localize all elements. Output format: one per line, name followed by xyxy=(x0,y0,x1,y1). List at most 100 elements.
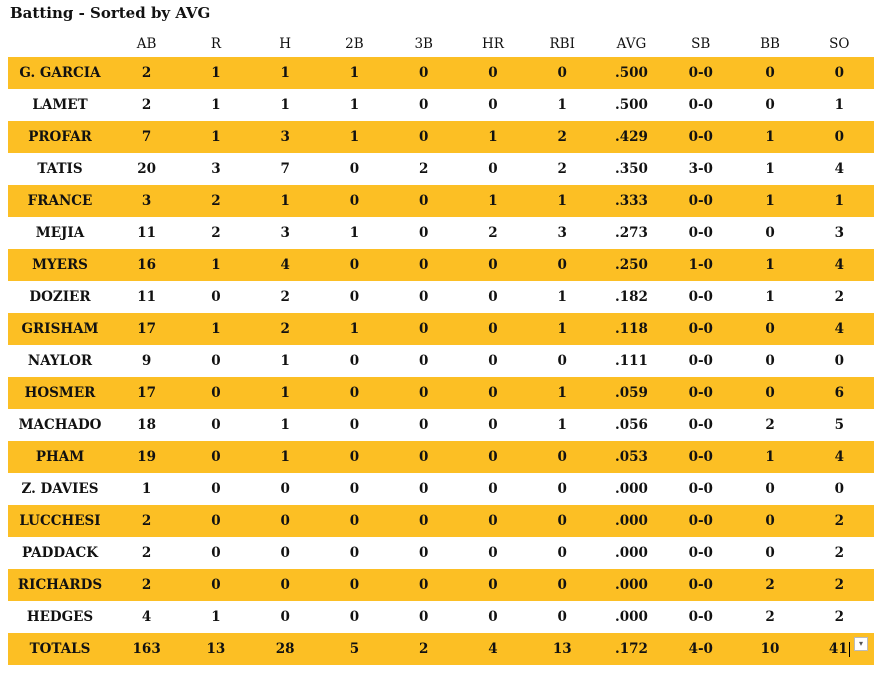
stat-value: 0 xyxy=(418,321,429,337)
stat-cell: .429 xyxy=(596,121,667,153)
stat-value: 2 xyxy=(557,129,567,145)
stat-value: 4 xyxy=(834,321,845,337)
column-header-3b[interactable]: 3B xyxy=(414,35,433,52)
column-header-2b[interactable]: 2B xyxy=(345,35,364,52)
stat-value: 4 xyxy=(280,257,290,273)
stat-value: 3 xyxy=(557,225,567,241)
stat-cell: 1 xyxy=(112,473,181,505)
stat-value: 0 xyxy=(349,417,360,433)
stat-cell: 0 xyxy=(805,473,874,505)
stat-value: 18 xyxy=(137,417,157,433)
stat-cell: 13 xyxy=(181,633,251,665)
column-header-r[interactable]: R xyxy=(210,35,221,52)
stat-cell: 0 xyxy=(181,281,250,313)
header-row: AB R H 2B 3B HR RBI AVG SB BB SO xyxy=(8,30,874,57)
stat-cell: 0 xyxy=(735,505,805,537)
stat-value: 0-0 xyxy=(688,353,713,369)
stat-cell: 2 xyxy=(805,537,874,569)
stat-cell: 4 xyxy=(112,601,181,633)
stat-value: 1 xyxy=(280,385,290,401)
table-row: Z. DAVIES 1 0 0 0 0 0 0 .000 0-0 0 0 xyxy=(8,473,874,505)
stat-cell: 2 xyxy=(112,89,181,121)
stat-value: 0 xyxy=(488,97,498,113)
stat-cell: 4 xyxy=(804,313,874,345)
stat-cell: 0 xyxy=(458,377,528,409)
player-name: PHAM xyxy=(35,449,85,465)
stat-value: .273 xyxy=(615,225,648,241)
column-header-so[interactable]: SO xyxy=(829,35,850,52)
stat-value: 0 xyxy=(418,417,429,433)
stat-cell: 0 xyxy=(181,569,251,601)
stat-cell: 0 xyxy=(528,345,597,377)
stat-value: 0-0 xyxy=(688,97,713,113)
stat-value: 20 xyxy=(137,161,157,177)
stat-value: 0 xyxy=(349,193,360,209)
stat-value: 0 xyxy=(418,193,429,209)
stat-value: 1 xyxy=(280,97,290,113)
stat-cell: 0 xyxy=(251,537,320,569)
stat-cell: 11 xyxy=(112,281,181,313)
player-name-cell: LUCCHESI xyxy=(8,505,112,537)
stat-cell: 2 xyxy=(735,409,804,441)
stat-value: 2 xyxy=(211,225,221,241)
stat-value: 0-0 xyxy=(688,449,713,465)
stat-cell: .000 xyxy=(597,537,666,569)
column-header-bb[interactable]: BB xyxy=(760,35,780,52)
stat-value: 2 xyxy=(141,513,152,529)
stat-value: 0-0 xyxy=(688,129,713,145)
stat-cell: 0 xyxy=(458,313,528,345)
stat-value: 5 xyxy=(834,417,845,433)
stat-value: .172 xyxy=(615,641,648,657)
stat-value: 0 xyxy=(349,577,360,593)
stat-value: 2 xyxy=(418,641,429,657)
stat-value: 0 xyxy=(834,353,845,369)
stat-value: 0 xyxy=(557,353,567,369)
stat-value: .000 xyxy=(615,609,648,625)
stat-value: 1 xyxy=(211,321,221,337)
column-header-rbi[interactable]: RBI xyxy=(549,35,575,52)
stat-cell: 0 xyxy=(389,505,459,537)
stat-value: 4 xyxy=(488,641,498,657)
stat-value: 1 xyxy=(349,65,360,81)
stat-value: 1 xyxy=(765,289,775,305)
stat-cell: 1 xyxy=(319,121,390,153)
column-header-sb[interactable]: SB xyxy=(691,35,711,52)
stat-cell: 0 xyxy=(251,473,320,505)
stat-cell: 4 xyxy=(804,249,874,281)
stat-cell: 0 xyxy=(389,569,459,601)
stat-value: 1 xyxy=(211,129,221,145)
stat-cell: 0-0 xyxy=(666,569,736,601)
stat-value: .056 xyxy=(615,417,648,433)
column-header-hr[interactable]: HR xyxy=(481,35,504,52)
stat-value: 17 xyxy=(137,385,157,401)
column-header-avg[interactable]: AVG xyxy=(616,35,647,52)
stat-value: 4 xyxy=(834,161,845,177)
stat-value: 0 xyxy=(211,513,221,529)
stat-cell: 0 xyxy=(319,185,390,217)
stat-value: 0 xyxy=(765,353,775,369)
stat-value: 0 xyxy=(418,225,429,241)
column-header-h[interactable]: H xyxy=(279,35,292,52)
stat-value: 1 xyxy=(280,65,290,81)
table-row: RICHARDS 2 0 0 0 0 0 0 .000 0-0 2 2 xyxy=(8,569,874,601)
stat-cell: 0 xyxy=(250,569,320,601)
column-header-ab[interactable]: AB xyxy=(136,35,157,52)
chevron-down-icon[interactable]: ▾ xyxy=(854,637,868,651)
stat-value: .250 xyxy=(615,257,648,273)
stat-cell: 1 xyxy=(458,185,528,217)
stat-cell: .059 xyxy=(596,377,667,409)
stat-cell: 19 xyxy=(112,441,182,473)
stat-cell: 2 xyxy=(527,121,597,153)
stat-value: 1 xyxy=(488,129,498,145)
stat-cell: 2 xyxy=(804,505,874,537)
stat-value: 1-0 xyxy=(688,257,713,273)
stat-value: 2 xyxy=(834,289,845,305)
text-cursor xyxy=(848,642,850,657)
stat-cell: 3 xyxy=(805,217,874,249)
stat-value: .500 xyxy=(615,97,648,113)
stat-cell: 2 xyxy=(389,633,459,665)
stat-cell: 17 xyxy=(112,313,182,345)
stat-cell: 0 xyxy=(389,537,458,569)
stat-cell: 1 xyxy=(735,121,805,153)
stat-cell: 1 xyxy=(250,185,320,217)
